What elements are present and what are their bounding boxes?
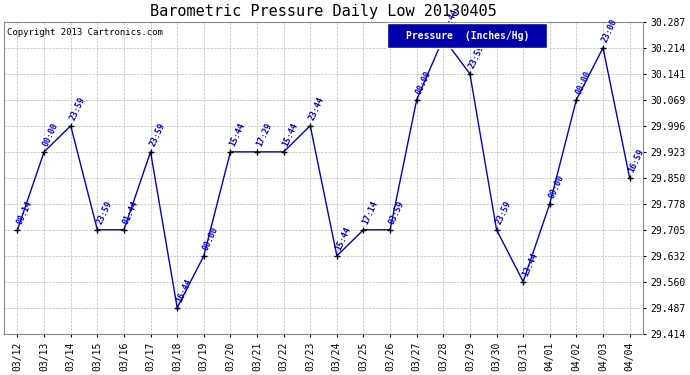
Text: Copyright 2013 Cartronics.com: Copyright 2013 Cartronics.com [8,28,164,37]
Text: 00:00: 00:00 [414,69,433,96]
Title: Barometric Pressure Daily Low 20130405: Barometric Pressure Daily Low 20130405 [150,4,497,19]
Text: 16:59: 16:59 [627,147,646,174]
Text: 17:14: 17:14 [361,199,380,226]
Text: 00:00: 00:00 [41,121,60,148]
Text: 23:59: 23:59 [95,199,113,226]
Text: 03:59: 03:59 [388,199,406,226]
Text: 23:00: 23:00 [600,17,619,44]
Text: 23:59: 23:59 [467,43,486,70]
Text: 00:14: 00:14 [15,199,34,226]
Text: 00:00: 00:00 [574,69,593,96]
Text: 17:29: 17:29 [255,121,273,148]
FancyBboxPatch shape [387,23,547,48]
Text: 16:44: 16:44 [441,8,460,34]
Text: 13:44: 13:44 [520,251,540,278]
Text: 15:44: 15:44 [281,121,299,148]
Text: 00:00: 00:00 [201,225,220,252]
Text: 23:59: 23:59 [494,199,513,226]
Text: 15:44: 15:44 [334,225,353,252]
Text: 15:44: 15:44 [228,121,246,148]
Text: 23:59: 23:59 [148,121,167,148]
Text: Pressure  (Inches/Hg): Pressure (Inches/Hg) [406,31,529,41]
Text: 23:44: 23:44 [308,95,326,122]
Text: 01:44: 01:44 [121,199,140,226]
Text: 23:59: 23:59 [68,95,87,122]
Text: 16:44: 16:44 [175,277,193,303]
Text: 00:00: 00:00 [547,173,566,200]
